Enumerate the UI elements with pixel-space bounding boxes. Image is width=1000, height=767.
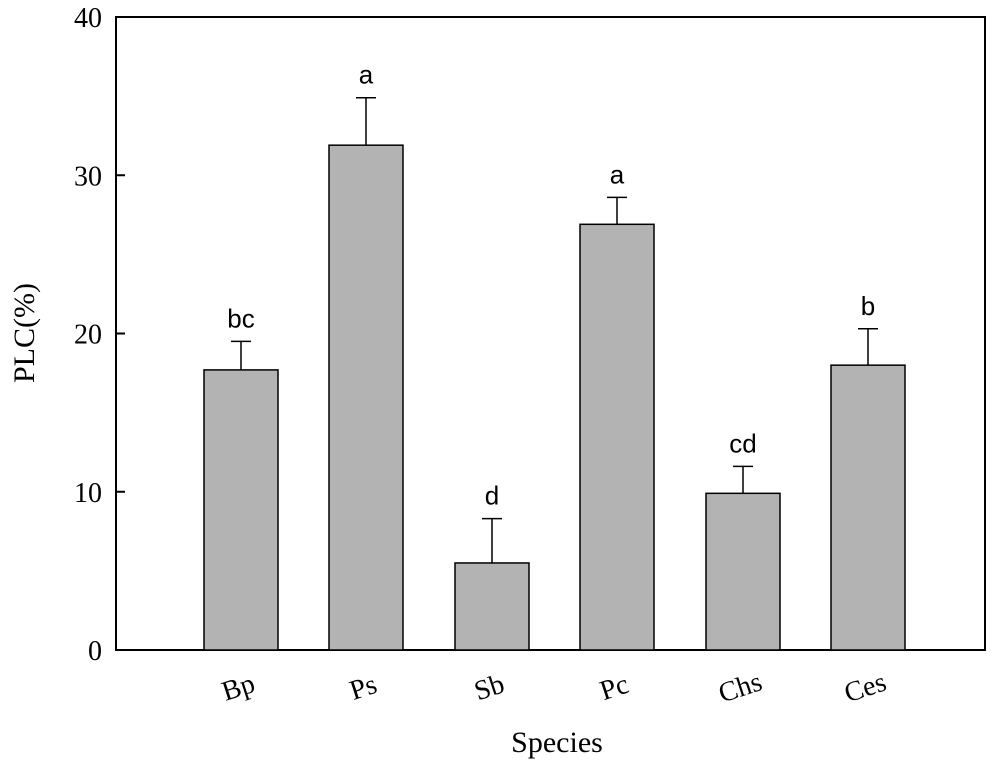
x-category-label: Bp — [218, 668, 259, 708]
significance-label: d — [485, 481, 499, 511]
x-category-label: Ces — [841, 667, 891, 709]
bar — [203, 369, 279, 651]
bar — [454, 562, 530, 651]
y-tick-label: 40 — [74, 3, 102, 34]
x-category-label: Sb — [471, 669, 509, 708]
y-tick-label: 30 — [74, 161, 102, 192]
significance-label: b — [861, 291, 875, 321]
bar — [830, 364, 906, 651]
significance-label: a — [610, 159, 625, 189]
x-axis-title: Species — [511, 726, 603, 759]
significance-label: bc — [227, 303, 254, 333]
error-bars — [231, 96, 878, 563]
significance-label: a — [359, 60, 374, 90]
bars — [203, 144, 906, 651]
y-tick-label: 20 — [74, 320, 102, 351]
y-tick-label: 0 — [88, 636, 102, 667]
y-axis: 0 10 20 30 40 — [74, 3, 125, 667]
y-axis-title: PLC(%) — [8, 283, 41, 383]
significance-label: cd — [729, 428, 756, 458]
x-category-label: Pc — [596, 669, 632, 707]
x-category-label: Chs — [715, 666, 766, 709]
bar — [705, 492, 781, 651]
x-axis: Bp Ps Sb Pc Chs Ces — [218, 666, 890, 709]
x-category-label: Ps — [346, 669, 381, 707]
bar — [579, 223, 655, 651]
significance-labels: bc a d a cd b — [227, 60, 875, 511]
y-tick-label: 10 — [74, 478, 102, 509]
bar — [328, 144, 404, 651]
